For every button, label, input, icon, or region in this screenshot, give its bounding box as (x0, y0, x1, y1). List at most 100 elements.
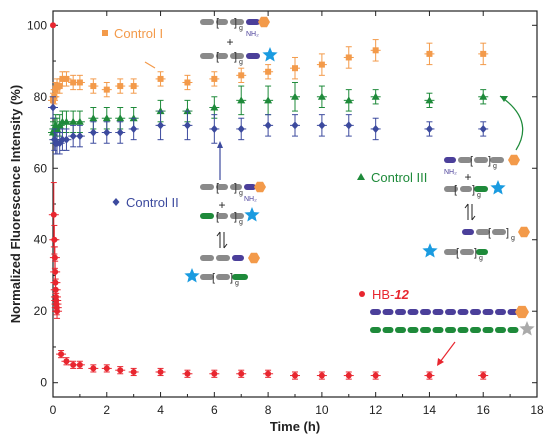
data-point-diamond (183, 121, 191, 130)
data-point-circle (103, 365, 110, 372)
x-tick-label: 6 (211, 403, 218, 417)
hb-bottom-segment (370, 327, 381, 333)
strand-segment (492, 229, 506, 235)
nh2-label: NH₂ (444, 169, 457, 176)
strand-segment (200, 213, 214, 219)
hexagon-fluorophore (515, 305, 529, 319)
pointer-arrow-control-iii (499, 95, 524, 151)
hb-top-segment (395, 309, 406, 315)
arrow-head (216, 231, 221, 237)
hb-bottom-segment (420, 327, 431, 333)
x-axis-title: Time (h) (270, 419, 320, 434)
strand-segment (232, 274, 248, 280)
data-point-square (130, 83, 137, 90)
data-point-triangle (89, 114, 98, 122)
data-point-circle (211, 370, 218, 377)
star-quencher (244, 207, 260, 222)
data-point-triangle (317, 92, 326, 100)
hexagon-fluorophore (254, 181, 266, 193)
strand-segment (462, 229, 474, 235)
data-point-diamond (479, 124, 487, 133)
data-point-circle (54, 308, 61, 315)
bracket-open: [ (212, 272, 215, 284)
star-quencher (490, 180, 506, 195)
data-point-circle (117, 367, 124, 374)
nh2-label: NH₂ (244, 196, 257, 203)
axes: 0 2 4 6 8 10 12 14 16 18 0 20 40 60 80 100 Time (h) Norma… (8, 11, 544, 434)
data-point-diamond (237, 124, 245, 133)
data-point-square (70, 79, 77, 86)
bracket-close: ] (234, 17, 237, 29)
data-point-triangle (264, 96, 273, 104)
y-tick-label: 20 (34, 304, 48, 318)
data-point-square (184, 79, 191, 86)
data-point-triangle (62, 117, 71, 125)
strand-segment (474, 157, 488, 163)
data-point-diamond (49, 103, 57, 112)
bracket-open: [ (216, 211, 219, 223)
y-tick-label: 80 (34, 90, 48, 104)
strand-segment (230, 184, 242, 190)
data-point-circle (76, 361, 83, 368)
x-tick-label: 8 (265, 403, 272, 417)
data-point-circle (359, 291, 365, 297)
strand-segment (216, 184, 228, 190)
label-control-i-text: Control I (114, 26, 163, 41)
x-tick-label: 16 (477, 403, 491, 417)
hb-top-segment (445, 309, 456, 315)
data-point-circle (58, 351, 65, 358)
hb-bottom-segment (445, 327, 456, 333)
data-point-square (372, 47, 379, 54)
data-point-square (238, 72, 245, 79)
data-point-triangle (425, 96, 434, 104)
label-hb-12-prefix: HB- (372, 287, 394, 302)
strand-segment (246, 19, 260, 25)
label-control-i: Control I (102, 26, 163, 41)
bracket-close: ] (506, 227, 509, 239)
pointer-arrow-control-i (144, 61, 156, 69)
strand-segment (200, 255, 214, 261)
star-quencher (184, 268, 200, 283)
label-hb-12: HB-12 (359, 287, 410, 302)
bracket-close: ] (234, 51, 237, 63)
data-point-triangle (210, 103, 219, 111)
nh2-label: NH₂ (246, 31, 259, 38)
hb-top-segment (420, 309, 431, 315)
data-point-triangle (237, 96, 246, 104)
pointer-arrow-head (500, 96, 508, 102)
data-point-square (265, 68, 272, 75)
plus-sign: + (464, 170, 471, 184)
hb-bottom-segment (382, 327, 394, 333)
arrow-head (471, 215, 476, 221)
data-point-square (211, 75, 218, 82)
data-point-triangle (102, 114, 111, 122)
data-point-square (117, 83, 124, 90)
data-point-square (103, 86, 110, 93)
x-tick-label: 10 (315, 403, 329, 417)
bracket-close: ] (472, 184, 475, 196)
data-point-circle (372, 372, 379, 379)
hb-top-segment (470, 309, 481, 315)
subscript-g: g (235, 280, 239, 287)
y-tick-label: 0 (40, 376, 47, 390)
hb-bottom-segment (470, 327, 481, 333)
data-point-diamond (103, 128, 111, 137)
bracket-close: ] (234, 211, 237, 223)
data-point-square (157, 75, 164, 82)
label-control-iii: Control III (357, 170, 427, 185)
strand-segment (216, 255, 230, 261)
data-point-circle (318, 372, 325, 379)
hb-top-segment (432, 309, 444, 315)
arrow-head (464, 203, 469, 209)
label-hb-12-number: 12 (394, 287, 409, 302)
strand-segment (444, 249, 458, 255)
data-point-diamond (69, 132, 77, 141)
star-quencher (262, 47, 278, 62)
series-layer (48, 22, 489, 380)
hb-bottom-segment (507, 327, 519, 333)
subscript-g: g (477, 192, 481, 199)
data-point-circle (51, 254, 58, 261)
data-point-square (292, 65, 298, 72)
data-point-square (102, 30, 108, 36)
strand-segment (490, 157, 504, 163)
